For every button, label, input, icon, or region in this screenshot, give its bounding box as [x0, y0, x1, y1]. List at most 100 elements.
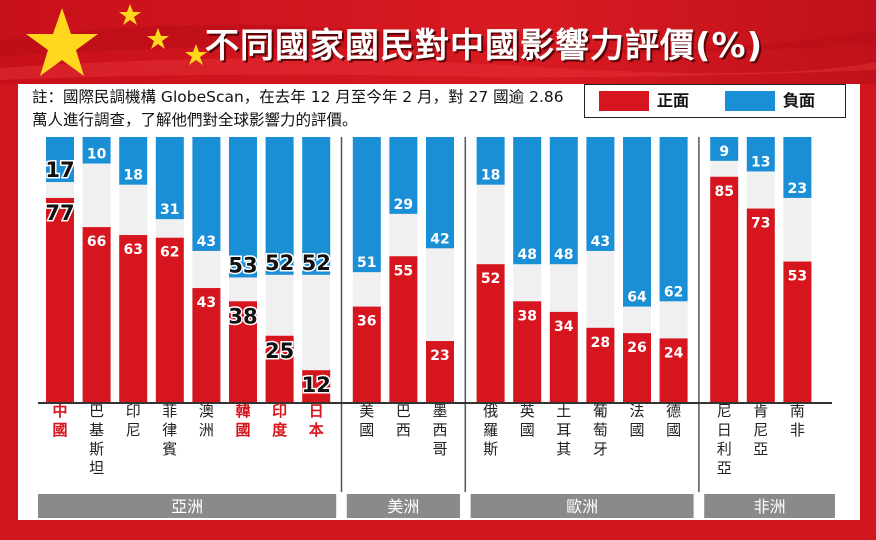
bar-positive [46, 197, 74, 402]
data-label-negative: 51 [357, 255, 376, 271]
data-label-positive: 43 [197, 295, 216, 311]
bar-negative [302, 137, 331, 275]
category-label: 俄羅斯 [483, 402, 498, 458]
bar-positive [586, 327, 615, 402]
region-label: 非洲 [754, 497, 786, 516]
category-label: 巴基斯坦 [89, 402, 104, 477]
bar-positive [155, 237, 184, 402]
region-bar [38, 494, 337, 518]
bar-negative [352, 137, 381, 273]
bar-positive [119, 235, 148, 402]
data-label-negative: 18 [123, 168, 142, 184]
bar-positive [229, 301, 257, 402]
category-label: 土耳其 [556, 402, 571, 458]
bar-negative [265, 137, 294, 275]
category-label: 澳洲 [199, 402, 214, 439]
legend-label-positive: 正面 [657, 91, 690, 110]
category-label: 德國 [666, 402, 681, 439]
data-label-positive: 23 [430, 348, 449, 364]
bar-negative [623, 137, 651, 307]
bar-negative [426, 137, 454, 249]
data-label-negative: 42 [430, 231, 449, 247]
data-label-negative: 9 [719, 144, 729, 160]
data-label-negative: 10 [87, 147, 107, 163]
data-label-positive: 52 [481, 271, 500, 287]
data-label-negative: 18 [481, 168, 500, 184]
bar-positive [476, 264, 505, 402]
bar-positive [82, 227, 111, 402]
category-label: 肯尼亞 [753, 402, 768, 458]
chart-note: 註：國際民調機構 GlobeScan，在去年 12 月至今年 2 月，對 27 … [32, 86, 580, 132]
bar-negative [586, 137, 615, 251]
data-label-positive: 25 [265, 339, 294, 363]
category-label: 南非 [790, 402, 805, 439]
data-label-positive: 12 [302, 373, 331, 397]
legend-item-positive: 正面 [599, 91, 689, 111]
bar-negative [192, 137, 221, 251]
category-label: 印度 [272, 402, 288, 439]
category-label: 墨西哥 [432, 402, 447, 458]
category-label: 菲律賓 [162, 402, 177, 458]
data-label-positive: 66 [87, 234, 106, 250]
category-label: 中國 [52, 402, 67, 439]
data-label-positive: 73 [751, 216, 770, 232]
data-label-negative: 23 [788, 181, 807, 197]
flag-small-star-icon [119, 4, 141, 25]
data-label-negative: 52 [302, 251, 331, 275]
data-label-negative: 29 [394, 197, 413, 213]
data-label-positive: 38 [228, 304, 257, 328]
category-label: 美國 [359, 402, 374, 439]
chart-title: 不同國家國民對中國影響力評價(%) [205, 26, 764, 66]
data-label-positive: 62 [160, 245, 179, 261]
category-label: 英國 [520, 402, 535, 439]
category-label: 法國 [629, 402, 644, 439]
data-label-positive: 53 [788, 269, 807, 285]
bar-negative [513, 137, 542, 265]
legend-label-negative: 負面 [783, 91, 816, 110]
bar-negative [710, 137, 739, 161]
data-label-positive: 63 [123, 242, 142, 258]
category-label: 巴西 [396, 402, 411, 439]
data-label-negative: 64 [627, 290, 647, 306]
bar-positive [746, 208, 775, 402]
data-label-negative: 13 [751, 154, 770, 170]
bar-positive [352, 306, 381, 402]
region-bar [346, 494, 460, 518]
data-label-positive: 26 [627, 340, 646, 356]
bar-negative [746, 137, 775, 172]
bar-negative [46, 137, 74, 183]
category-label: 葡萄牙 [593, 402, 608, 458]
data-label-negative: 48 [554, 247, 573, 263]
bar-positive [265, 335, 294, 402]
region-bar [470, 494, 694, 518]
bar-positive [192, 288, 221, 402]
data-label-positive: 24 [664, 345, 684, 361]
bar-negative [119, 137, 148, 185]
data-label-positive: 28 [591, 335, 610, 351]
category-label: 印尼 [126, 402, 141, 439]
legend: 正面 負面 [584, 84, 846, 118]
bar-negative [389, 137, 418, 214]
data-label-positive: 36 [357, 314, 376, 330]
bar-negative [229, 137, 257, 278]
bar-negative [476, 137, 505, 185]
flag-small-star-icon [147, 28, 169, 49]
bar-negative [155, 137, 184, 220]
bar-positive [623, 333, 651, 402]
category-label: 韓國 [235, 402, 250, 439]
legend-swatch-negative [725, 91, 775, 111]
legend-item-negative: 負面 [725, 91, 815, 111]
data-label-negative: 17 [45, 158, 74, 182]
flag-big-star-icon [26, 8, 98, 76]
data-label-positive: 34 [554, 319, 574, 335]
bar-negative [82, 137, 111, 164]
data-label-positive: 38 [517, 308, 536, 324]
region-label: 歐洲 [566, 497, 598, 516]
region-label: 美洲 [387, 497, 419, 516]
data-label-positive: 55 [394, 263, 413, 279]
data-label-negative: 52 [265, 251, 294, 275]
bar-positive [783, 261, 812, 402]
flag-small-star-icon [185, 44, 207, 65]
data-label-negative: 43 [591, 234, 610, 250]
